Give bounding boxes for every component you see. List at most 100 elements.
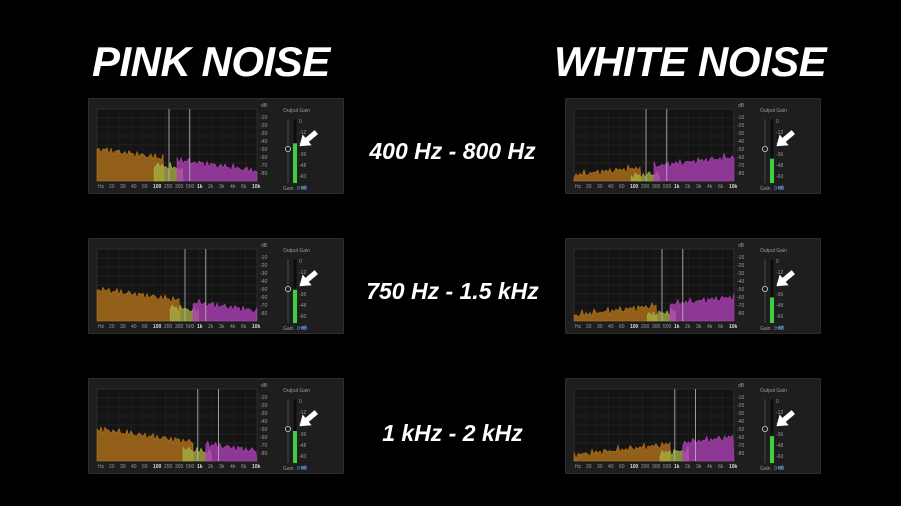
meter-tick-label: -12 [299, 270, 306, 276]
gain-label: Gain [760, 326, 771, 332]
freq-tick-label: 200 [641, 184, 650, 190]
db-tick-label: -50 [260, 147, 267, 153]
level-meter-fill [293, 431, 297, 463]
meter-tick-label: 0 [299, 259, 302, 265]
db-unit-label: dB [738, 243, 745, 249]
analyzer-panel-pink-1k-2k: dB -10 -20 -30 -40 -50 -60 -70 -80 Hz 20 30 40 60 100 2… [88, 378, 344, 474]
meter-tick-label: 0 [299, 399, 302, 405]
db-tick-label: -10 [260, 115, 267, 121]
db-tick-label: -60 [260, 155, 267, 161]
freq-tick-label: 6k [241, 324, 247, 330]
freq-tick-label: 2k [685, 324, 691, 330]
db-tick-label: -80 [260, 311, 267, 317]
db-unit-label: dB [261, 383, 268, 389]
analyzer-panel-white-750-1500: dB -10 -20 -30 -40 -50 -60 -70 -80 Hz 20 30 40 60 100 2… [565, 238, 821, 334]
freq-tick-label: 4k [707, 184, 713, 190]
gain-value[interactable]: 0 dB [774, 466, 785, 472]
gain-label: Gain [283, 186, 294, 192]
gain-label: Gain [760, 186, 771, 192]
db-tick-label: -20 [737, 403, 744, 409]
meter-tick-label: -48 [299, 443, 306, 449]
low-band-fill [96, 147, 165, 182]
freq-tick-label: 200 [641, 324, 650, 330]
band-label-400-800: 400 Hz - 800 Hz [369, 138, 536, 164]
gain-value[interactable]: 0 dB [297, 326, 308, 332]
level-meter-fill [770, 297, 774, 323]
freq-tick-label: Hz [98, 324, 105, 330]
db-tick-label: -60 [737, 155, 744, 161]
db-tick-label: -60 [737, 435, 744, 441]
freq-tick-label: 100 [630, 324, 639, 330]
db-tick-label: -30 [737, 411, 744, 417]
gain-fader-knob[interactable] [284, 286, 291, 293]
freq-tick-label: 10k [729, 184, 738, 190]
freq-tick-label: 60 [619, 324, 625, 330]
db-tick-label: -10 [260, 395, 267, 401]
db-tick-label: -30 [737, 271, 744, 277]
gain-value[interactable]: 0 dB [774, 186, 785, 192]
gain-fader-knob[interactable] [284, 146, 291, 153]
meter-tick-label: -48 [776, 303, 783, 309]
analyzer-panel-white-1k-2k: dB -10 -20 -30 -40 -50 -60 -70 -80 Hz 20 30 40 60 100 2… [565, 378, 821, 474]
analyzer-panel-pink-400-800: dB -10 -20 -30 -40 -50 -60 -70 -80 Hz 20 30 40 60 100 2… [88, 98, 344, 194]
db-tick-label: -40 [737, 419, 744, 425]
db-tick-label: -20 [260, 123, 267, 129]
freq-tick-label: 4k [707, 324, 713, 330]
low-band-fill [573, 164, 642, 182]
freq-tick-label: 500 [663, 184, 672, 190]
meter-tick-label: 0 [776, 119, 779, 125]
pointer-arrow [776, 410, 795, 427]
freq-tick-label: 3k [696, 464, 702, 470]
gain-label: Gain [760, 466, 771, 472]
freq-tick-label: 2k [685, 464, 691, 470]
gain-value[interactable]: 0 dB [774, 326, 785, 332]
gain-value[interactable]: 0 dB [297, 466, 308, 472]
freq-tick-label: 60 [142, 184, 148, 190]
high-band-fill [192, 298, 258, 322]
freq-tick-label: 500 [186, 464, 195, 470]
freq-tick-label: 300 [652, 324, 661, 330]
gain-fader-knob[interactable] [761, 286, 768, 293]
freq-tick-label: 6k [718, 464, 724, 470]
freq-tick-label: 30 [597, 324, 603, 330]
meter-tick-label: -36 [299, 152, 306, 158]
gain-fader-knob[interactable] [761, 146, 768, 153]
db-tick-label: -50 [737, 287, 744, 293]
db-tick-label: -40 [260, 419, 267, 425]
freq-tick-label: 40 [608, 464, 614, 470]
freq-tick-label: 30 [597, 184, 603, 190]
freq-tick-label: 100 [153, 464, 162, 470]
db-tick-label: -80 [737, 311, 744, 317]
freq-tick-label: 1k [197, 184, 203, 190]
gain-fader-knob[interactable] [761, 426, 768, 433]
db-tick-label: -20 [737, 263, 744, 269]
meter-tick-label: -36 [776, 292, 783, 298]
freq-tick-label: 10k [252, 324, 261, 330]
freq-tick-label: 3k [696, 184, 702, 190]
freq-tick-label: 10k [252, 184, 261, 190]
freq-tick-label: 40 [608, 324, 614, 330]
freq-tick-label: 20 [586, 324, 592, 330]
meter-tick-label: -12 [299, 410, 306, 416]
db-tick-label: -10 [737, 395, 744, 401]
db-tick-label: -40 [260, 139, 267, 145]
freq-tick-label: 100 [630, 464, 639, 470]
freq-tick-label: 500 [663, 324, 672, 330]
db-tick-label: -70 [260, 443, 267, 449]
meter-tick-label: 0 [776, 399, 779, 405]
high-band-fill [669, 293, 735, 322]
freq-tick-label: 30 [597, 464, 603, 470]
db-unit-label: dB [738, 383, 745, 389]
freq-tick-label: 60 [142, 324, 148, 330]
db-tick-label: -10 [737, 255, 744, 261]
db-tick-label: -30 [260, 131, 267, 137]
gain-fader-knob[interactable] [284, 426, 291, 433]
meter-tick-label: -36 [776, 432, 783, 438]
gain-value[interactable]: 0 dB [297, 186, 308, 192]
pointer-arrow [299, 130, 318, 147]
db-tick-label: -50 [737, 427, 744, 433]
high-band-fill [653, 152, 735, 182]
freq-tick-label: 40 [608, 184, 614, 190]
